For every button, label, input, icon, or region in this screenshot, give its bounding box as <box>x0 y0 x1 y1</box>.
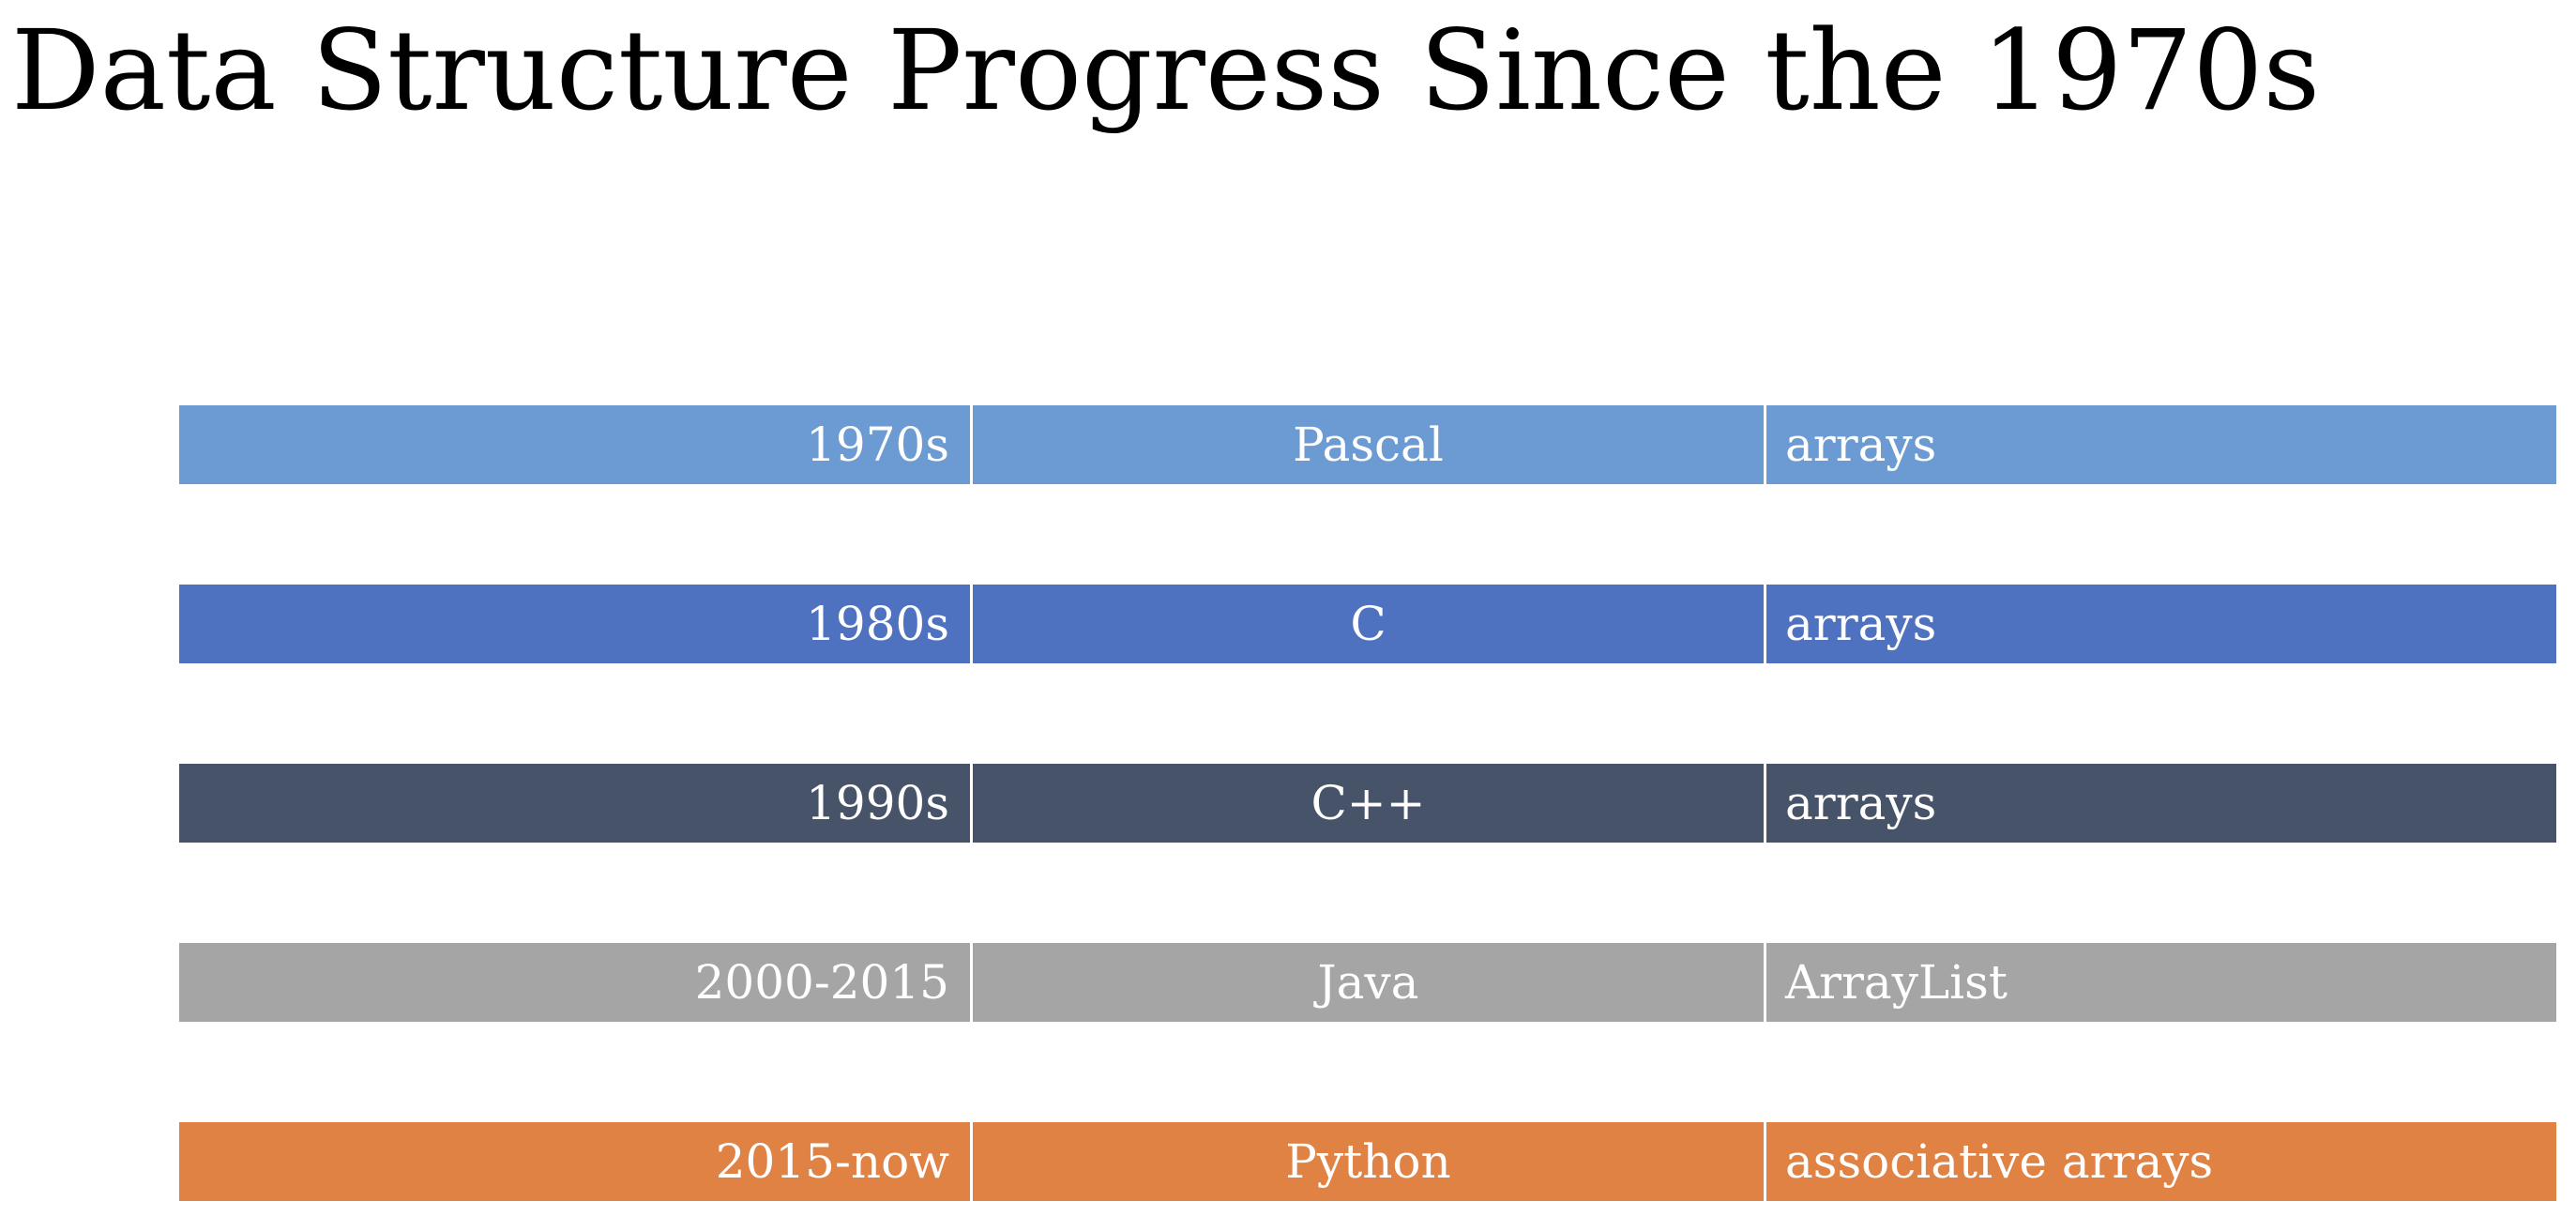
data-structure-cell: ArrayList <box>1766 943 2556 1022</box>
data-structure-cell: associative arrays <box>1766 1122 2556 1201</box>
language-cell: C++ <box>973 764 1764 843</box>
timeline-row: 1990s C++ arrays <box>179 764 2556 843</box>
language-cell: Pascal <box>973 405 1764 484</box>
timeline-row: 1970s Pascal arrays <box>179 405 2556 484</box>
data-structure-cell: arrays <box>1766 764 2556 843</box>
timeline-row: 1980s C arrays <box>179 585 2556 663</box>
timeline-row: 2000-2015 Java ArrayList <box>179 943 2556 1022</box>
era-cell: 1990s <box>179 764 970 843</box>
timeline-table: 1970s Pascal arrays 1980s C arrays 1990s… <box>179 405 2556 1201</box>
data-structure-cell: arrays <box>1766 405 2556 484</box>
era-cell: 2000-2015 <box>179 943 970 1022</box>
language-cell: Python <box>973 1122 1764 1201</box>
timeline-row: 2015-now Python associative arrays <box>179 1122 2556 1201</box>
language-cell: Java <box>973 943 1764 1022</box>
page-title: Data Structure Progress Since the 1970s <box>11 6 2321 135</box>
era-cell: 1980s <box>179 585 970 663</box>
data-structure-cell: arrays <box>1766 585 2556 663</box>
language-cell: C <box>973 585 1764 663</box>
era-cell: 2015-now <box>179 1122 970 1201</box>
era-cell: 1970s <box>179 405 970 484</box>
